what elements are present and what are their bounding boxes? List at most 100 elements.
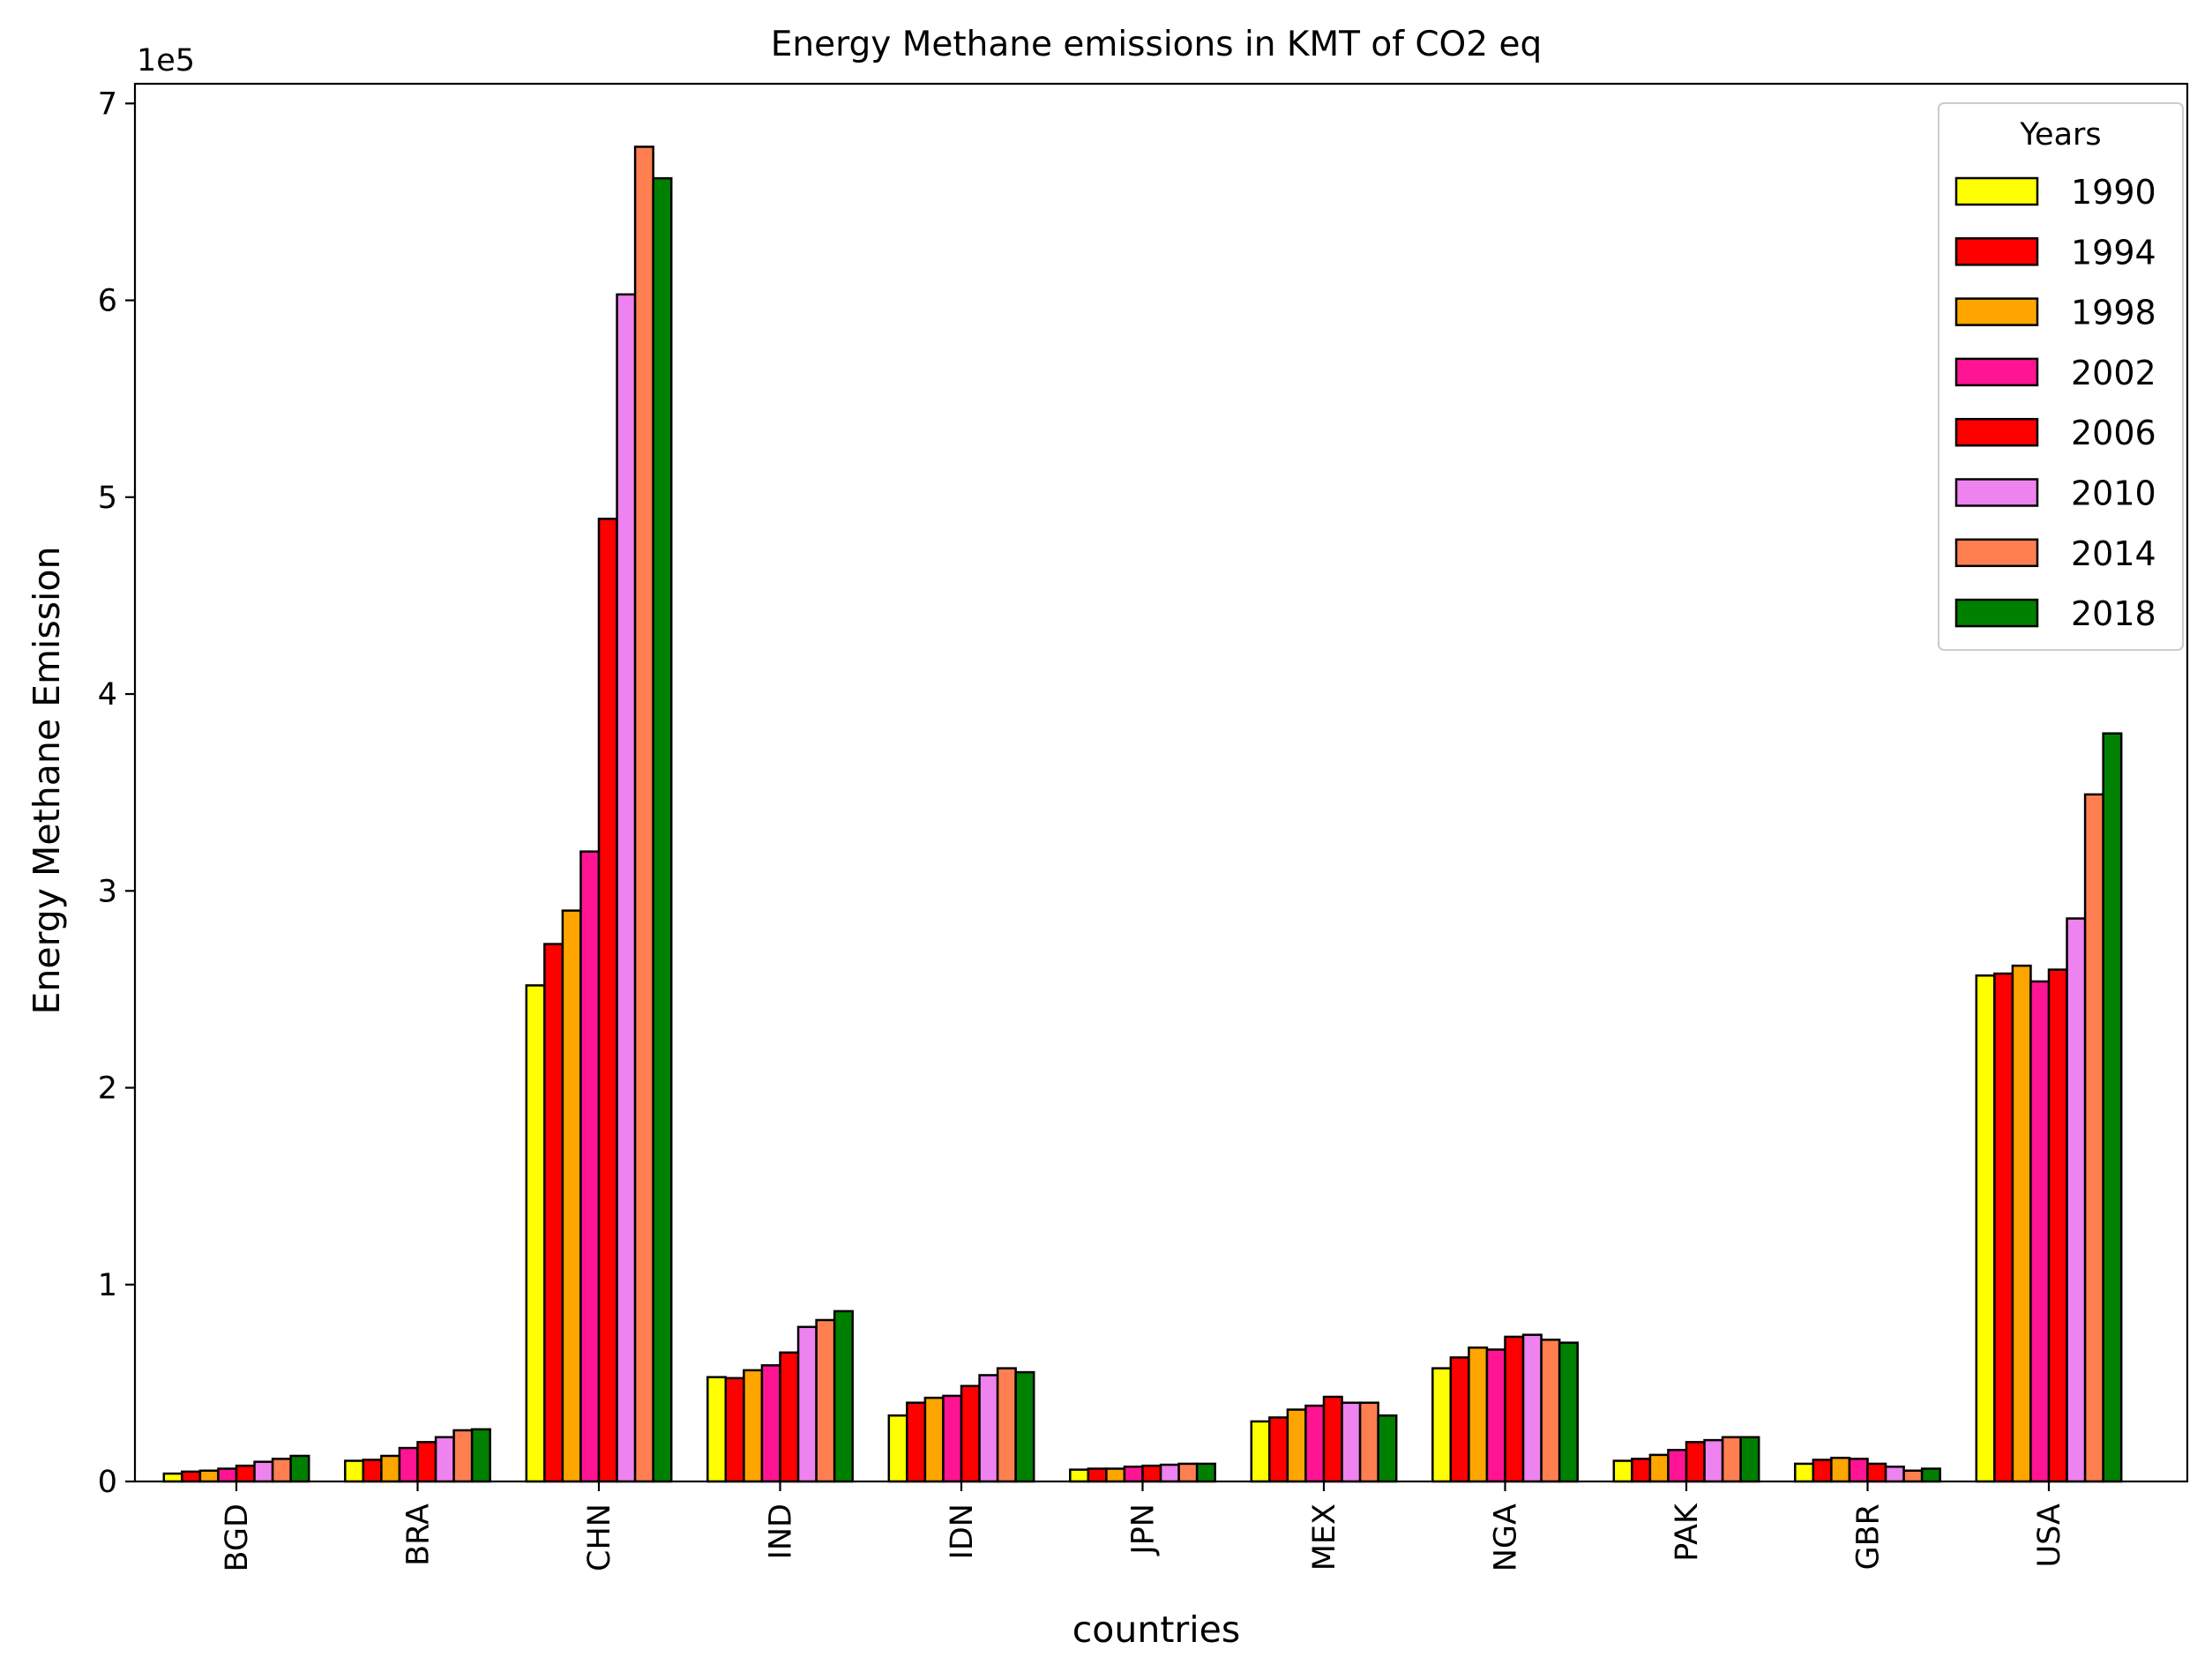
bar-jpn-2002 <box>1123 1466 1144 1483</box>
x-tick-label-jpn: JPN <box>1126 1504 1162 1556</box>
y-tick-label: 0 <box>98 1465 117 1500</box>
bar-jpn-2010 <box>1159 1463 1180 1483</box>
x-tick-label-bra: BRA <box>401 1504 437 1566</box>
legend: Years 1990 1994 1998 2002 2006 2010 2014 2018 <box>1938 102 2184 651</box>
axes-layer: 0 1 2 3 4 5 6 7 BGD BRA CHN IND IDN JPN MEX NGA PAK GBR US… <box>98 82 2189 1571</box>
bar-gbr-2002 <box>1848 1458 1869 1483</box>
bar-bgd-2006 <box>235 1464 256 1483</box>
bar-bgd-2010 <box>253 1460 274 1483</box>
y-tick-label: 3 <box>98 874 117 909</box>
bar-bra-1990 <box>344 1459 365 1483</box>
bar-mex-1994 <box>1268 1416 1289 1483</box>
bar-gbr-2006 <box>1866 1462 1887 1483</box>
bar-gbr-1990 <box>1794 1462 1815 1483</box>
legend-swatch-2002 <box>1954 357 2039 387</box>
legend-label-1990: 1990 <box>2071 173 2156 212</box>
bar-pak-1994 <box>1631 1458 1652 1483</box>
x-tick-label-ind: IND <box>764 1504 799 1559</box>
bar-idn-2014 <box>996 1367 1017 1483</box>
bar-chn-2018 <box>652 176 673 1483</box>
legend-label-1994: 1994 <box>2071 233 2156 272</box>
legend-label-2018: 2018 <box>2071 594 2156 633</box>
y-tick-label: 5 <box>98 481 117 516</box>
bar-idn-2002 <box>942 1394 963 1483</box>
legend-swatch-1998 <box>1954 297 2039 326</box>
x-tick-label-bgd: BGD <box>220 1504 255 1571</box>
bar-ind-2006 <box>779 1351 800 1483</box>
x-tick-label-mex: MEX <box>1307 1504 1342 1571</box>
bar-mex-1998 <box>1286 1408 1307 1483</box>
bar-nga-2006 <box>1504 1335 1525 1483</box>
bar-mex-2014 <box>1358 1401 1379 1483</box>
legend-swatch-2006 <box>1954 417 2039 447</box>
bar-bgd-1994 <box>181 1470 202 1483</box>
bar-mex-2018 <box>1377 1414 1398 1483</box>
chart-title: Energy Methane emissions in KMT of CO2 e… <box>771 25 1542 64</box>
bar-gbr-2014 <box>1902 1469 1924 1483</box>
bar-ind-2010 <box>796 1325 818 1483</box>
y-tick-label: 7 <box>98 86 117 122</box>
legend-swatch-2014 <box>1954 538 2039 568</box>
bar-chn-2006 <box>597 518 618 1483</box>
x-tick-label-chn: CHN <box>582 1504 617 1571</box>
bar-pak-1990 <box>1612 1459 1633 1483</box>
bar-bra-2018 <box>470 1428 491 1483</box>
bar-jpn-1994 <box>1087 1467 1108 1483</box>
bar-jpn-2018 <box>1195 1462 1216 1483</box>
y-axis-offset-label: 1e5 <box>137 43 195 78</box>
legend-label-2002: 2002 <box>2071 354 2156 392</box>
bar-usa-1998 <box>2011 964 2032 1483</box>
plot-frame <box>133 82 2189 1483</box>
x-tick-label-usa: USA <box>2032 1504 2067 1567</box>
bar-pak-2006 <box>1685 1441 1706 1483</box>
bar-idn-2018 <box>1014 1370 1035 1483</box>
bar-mex-1990 <box>1250 1420 1271 1483</box>
bars-layer <box>162 146 2123 1483</box>
bar-ind-1990 <box>706 1376 728 1483</box>
bar-gbr-1998 <box>1830 1456 1851 1483</box>
bar-gbr-2018 <box>1920 1467 1941 1483</box>
bar-idn-2010 <box>978 1374 999 1483</box>
x-tick-label-pak: PAK <box>1670 1503 1705 1562</box>
legend-swatch-2010 <box>1954 478 2039 507</box>
bar-bgd-2002 <box>217 1467 238 1483</box>
bar-chn-1994 <box>543 943 564 1483</box>
bar-idn-1994 <box>906 1401 927 1483</box>
bar-bgd-1990 <box>162 1472 183 1483</box>
legend-label-2014: 2014 <box>2071 534 2156 573</box>
bar-jpn-2014 <box>1177 1462 1199 1483</box>
y-tick-label: 4 <box>98 677 117 713</box>
bar-chn-2014 <box>633 146 654 1483</box>
x-tick-label-gbr: GBR <box>1851 1504 1887 1570</box>
y-tick-label: 6 <box>98 284 117 319</box>
bar-bgd-1998 <box>198 1469 220 1483</box>
bar-gbr-1994 <box>1812 1459 1833 1483</box>
bar-usa-1994 <box>1993 972 2014 1483</box>
bar-nga-1994 <box>1449 1356 1470 1483</box>
bar-bra-1994 <box>362 1459 383 1483</box>
bar-bra-1998 <box>380 1454 401 1483</box>
bar-bgd-2014 <box>271 1458 292 1483</box>
bar-chn-2010 <box>616 293 637 1483</box>
legend-swatch-1994 <box>1954 237 2039 266</box>
x-tick-label-nga: NGA <box>1489 1504 1524 1571</box>
legend-title: Years <box>2019 117 2101 153</box>
bar-bgd-2018 <box>289 1454 310 1483</box>
bar-ind-2014 <box>815 1318 836 1483</box>
bar-nga-2002 <box>1485 1348 1506 1483</box>
bar-jpn-1990 <box>1069 1468 1090 1483</box>
bar-jpn-1998 <box>1105 1467 1126 1483</box>
bar-usa-2002 <box>2029 980 2051 1483</box>
bar-chn-1990 <box>525 984 546 1483</box>
y-tick-label: 2 <box>98 1071 117 1107</box>
bar-usa-2018 <box>2102 732 2123 1483</box>
legend-swatch-2018 <box>1954 598 2039 628</box>
bar-nga-2018 <box>1558 1341 1579 1483</box>
x-axis-label: countries <box>1072 1608 1241 1651</box>
bar-mex-2010 <box>1341 1401 1362 1483</box>
y-axis-label: Energy Methane Emission <box>26 546 68 1014</box>
bar-usa-1990 <box>1975 974 1996 1483</box>
bar-pak-2002 <box>1667 1449 1688 1483</box>
